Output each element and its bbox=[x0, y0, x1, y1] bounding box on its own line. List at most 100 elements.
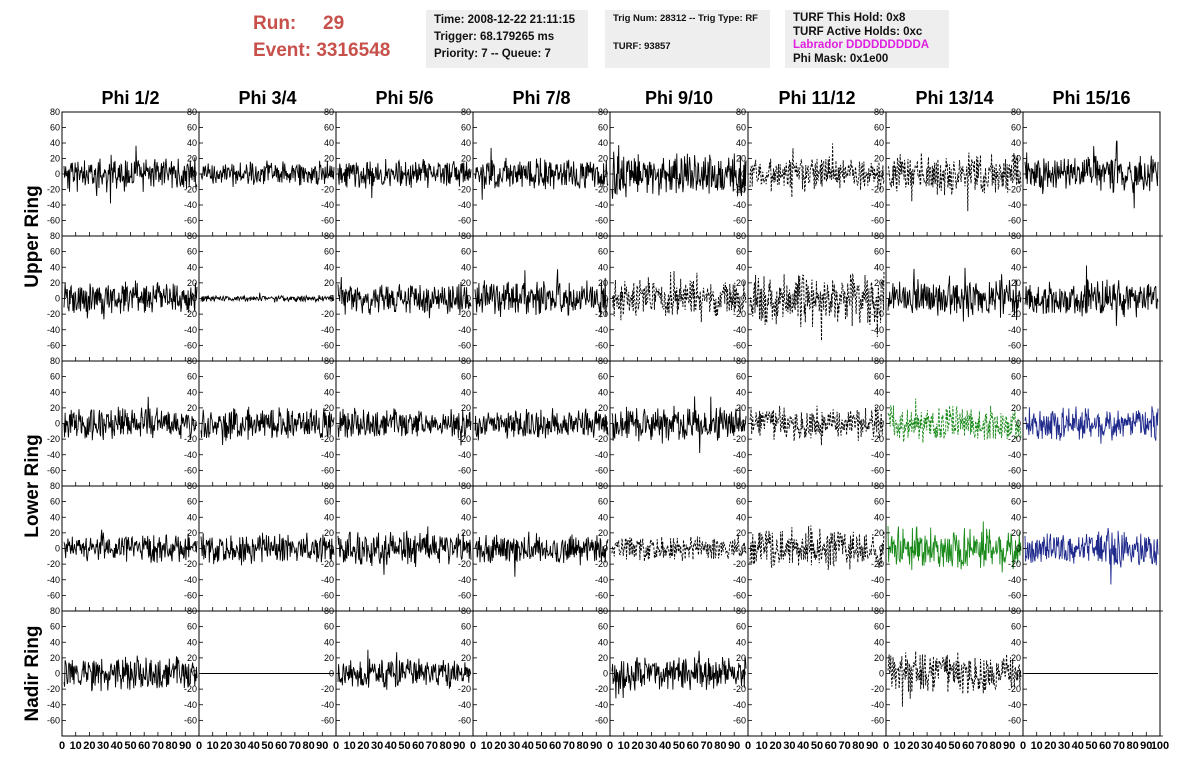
waveform-trace bbox=[749, 525, 885, 570]
y-tick-label: -40 bbox=[321, 575, 334, 585]
x-tick-label: 20 bbox=[631, 740, 643, 752]
y-tick-label: 60 bbox=[324, 497, 334, 507]
y-tick-label: -40 bbox=[733, 575, 746, 585]
x-tick-label: 90 bbox=[1140, 740, 1152, 752]
event-value: 3316548 bbox=[316, 40, 391, 61]
y-tick-label: 0 bbox=[329, 294, 334, 304]
y-tick-label: 80 bbox=[1011, 481, 1021, 491]
x-tick-label: 60 bbox=[687, 740, 699, 752]
y-tick-label: 80 bbox=[1011, 606, 1021, 616]
y-tick-label: 20 bbox=[50, 528, 60, 538]
y-tick-label: 80 bbox=[324, 606, 334, 616]
y-tick-label: -20 bbox=[458, 185, 471, 195]
x-tick-label: 80 bbox=[439, 740, 451, 752]
priority-text: Priority: 7 -- Queue: 7 bbox=[434, 48, 551, 60]
y-tick-label: 20 bbox=[874, 154, 884, 164]
y-tick-label: 0 bbox=[192, 169, 197, 179]
x-tick-label: 70 bbox=[700, 740, 712, 752]
y-tick-label: 20 bbox=[187, 154, 197, 164]
trigger-text: Trigger: 68.179265 ms bbox=[434, 31, 555, 43]
y-tick-label: 20 bbox=[598, 154, 608, 164]
x-tick-label: 90 bbox=[179, 740, 191, 752]
y-tick-label: 0 bbox=[192, 669, 197, 679]
y-tick-label: 40 bbox=[187, 138, 197, 148]
y-tick-label: -20 bbox=[733, 309, 746, 319]
y-tick-label: 20 bbox=[598, 278, 608, 288]
y-tick-label: 60 bbox=[1011, 622, 1021, 632]
y-tick-label: -60 bbox=[184, 715, 197, 725]
y-tick-label: -60 bbox=[733, 340, 746, 350]
y-tick-label: 80 bbox=[1011, 107, 1021, 117]
y-tick-label: -40 bbox=[595, 700, 608, 710]
y-tick-label: -40 bbox=[1008, 200, 1021, 210]
y-tick-label: 80 bbox=[874, 356, 884, 366]
y-tick-label: -20 bbox=[871, 185, 884, 195]
y-tick-label: 20 bbox=[461, 653, 471, 663]
x-tick-label: 60 bbox=[1099, 740, 1111, 752]
y-tick-label: 60 bbox=[187, 622, 197, 632]
y-tick-label: 20 bbox=[598, 528, 608, 538]
y-tick-label: -60 bbox=[595, 465, 608, 475]
y-tick-label: 40 bbox=[874, 512, 884, 522]
y-tick-label: 0 bbox=[1016, 294, 1021, 304]
y-tick-label: 40 bbox=[598, 262, 608, 272]
y-tick-label: -20 bbox=[47, 559, 60, 569]
y-tick-label: -20 bbox=[595, 185, 608, 195]
y-tick-label: 0 bbox=[741, 294, 746, 304]
x-tick-label: 90 bbox=[590, 740, 602, 752]
y-tick-label: 60 bbox=[187, 247, 197, 257]
y-tick-label: -60 bbox=[1008, 590, 1021, 600]
waveform-trace bbox=[611, 650, 747, 699]
y-tick-label: -60 bbox=[733, 590, 746, 600]
y-tick-label: -40 bbox=[184, 575, 197, 585]
y-tick-label: -60 bbox=[871, 465, 884, 475]
x-tick-label: 20 bbox=[494, 740, 506, 752]
y-tick-label: 80 bbox=[461, 107, 471, 117]
y-tick-label: -40 bbox=[1008, 325, 1021, 335]
y-tick-label: 80 bbox=[461, 481, 471, 491]
x-tick-label: 80 bbox=[714, 740, 726, 752]
y-tick-label: 0 bbox=[879, 294, 884, 304]
y-tick-label: 20 bbox=[324, 653, 334, 663]
y-tick-label: 80 bbox=[736, 356, 746, 366]
y-tick-label: 0 bbox=[879, 544, 884, 554]
y-tick-label: -20 bbox=[47, 309, 60, 319]
y-tick-label: 60 bbox=[50, 497, 60, 507]
x-tick-label: 40 bbox=[935, 740, 947, 752]
y-tick-label: 80 bbox=[50, 481, 60, 491]
y-tick-label: -20 bbox=[458, 684, 471, 694]
y-tick-label: 0 bbox=[603, 669, 608, 679]
y-tick-label: 80 bbox=[1011, 356, 1021, 366]
y-tick-label: 80 bbox=[736, 481, 746, 491]
y-tick-label: -60 bbox=[1008, 465, 1021, 475]
run-value: 29 bbox=[323, 13, 345, 34]
y-tick-label: -60 bbox=[47, 340, 60, 350]
x-tick-label: 40 bbox=[1072, 740, 1084, 752]
turf-active-text: TURF Active Holds: 0xc bbox=[793, 26, 923, 38]
y-tick-label: -60 bbox=[47, 216, 60, 226]
x-tick-label: 90 bbox=[866, 740, 878, 752]
waveform-trace bbox=[1024, 265, 1159, 326]
y-tick-label: 0 bbox=[329, 544, 334, 554]
waveform-trace bbox=[200, 406, 335, 446]
waveform-trace bbox=[887, 398, 1022, 443]
y-tick-label: 80 bbox=[1011, 231, 1021, 241]
plot-frame bbox=[472, 610, 611, 737]
waveform-trace bbox=[749, 270, 885, 341]
waveform-trace bbox=[749, 405, 885, 446]
y-tick-label: 20 bbox=[324, 528, 334, 538]
y-tick-label: 0 bbox=[879, 669, 884, 679]
x-tick-label: 30 bbox=[97, 740, 109, 752]
y-tick-label: 0 bbox=[55, 544, 60, 554]
y-tick-label: 20 bbox=[187, 278, 197, 288]
y-tick-label: 0 bbox=[466, 419, 471, 429]
y-tick-label: -40 bbox=[1008, 575, 1021, 585]
y-tick-label: 40 bbox=[187, 262, 197, 272]
y-tick-label: -60 bbox=[458, 216, 471, 226]
y-tick-label: 20 bbox=[874, 278, 884, 288]
y-tick-label: 40 bbox=[598, 637, 608, 647]
waveform-trace bbox=[337, 407, 472, 446]
y-tick-label: -20 bbox=[321, 684, 334, 694]
y-tick-label: -40 bbox=[47, 575, 60, 585]
